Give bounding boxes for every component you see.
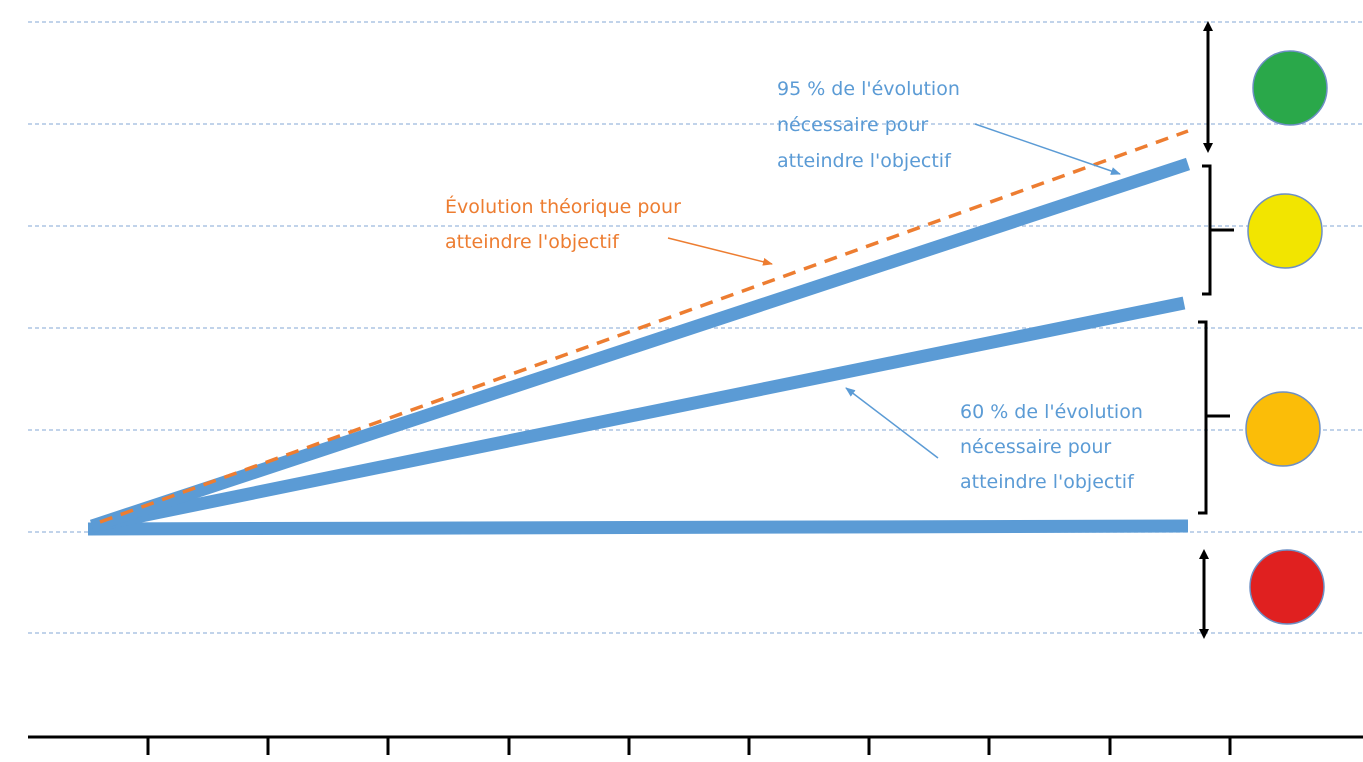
theoretical-label-arrow bbox=[667, 237, 773, 266]
ninety-five-label-arrow bbox=[974, 123, 1121, 175]
ninety-five-percent-label: 95 % de l'évolution nécessaire pour atte… bbox=[777, 78, 966, 172]
ninety-five-percent-line bbox=[89, 157, 1191, 533]
amber-status-circle bbox=[1245, 391, 1321, 467]
x-axis bbox=[28, 735, 1363, 755]
ninety-five-label-line: nécessaire pour bbox=[777, 114, 928, 136]
upper-bracket bbox=[1202, 164, 1234, 296]
sixty-percent-line bbox=[90, 296, 1186, 533]
ninety-five-label-line: atteindre l'objectif bbox=[777, 150, 952, 172]
theoretical-evolution-label: Évolution théorique pour atteindre l'obj… bbox=[445, 195, 687, 253]
sixty-label-arrow bbox=[845, 387, 939, 459]
theoretical-label-line: atteindre l'objectif bbox=[445, 231, 620, 253]
sixty-label-line: nécessaire pour bbox=[960, 436, 1111, 458]
theoretical-evolution-line bbox=[99, 129, 1189, 524]
theoretical-label-line: Évolution théorique pour bbox=[445, 195, 681, 218]
evolution-lines bbox=[87, 157, 1191, 536]
sixty-label-line: atteindre l'objectif bbox=[960, 471, 1135, 493]
sixty-percent-label: 60 % de l'évolution nécessaire pour atte… bbox=[960, 401, 1149, 493]
range-indicators bbox=[1198, 21, 1234, 639]
green-status-circle bbox=[1252, 50, 1328, 126]
yellow-status-circle bbox=[1247, 193, 1323, 269]
baseline-evolution-line bbox=[87, 519, 1189, 536]
red-status-circle bbox=[1249, 549, 1325, 625]
sixty-label-line: 60 % de l'évolution bbox=[960, 401, 1143, 423]
ninety-five-label-line: 95 % de l'évolution bbox=[777, 78, 960, 100]
lower-bracket bbox=[1198, 320, 1230, 515]
